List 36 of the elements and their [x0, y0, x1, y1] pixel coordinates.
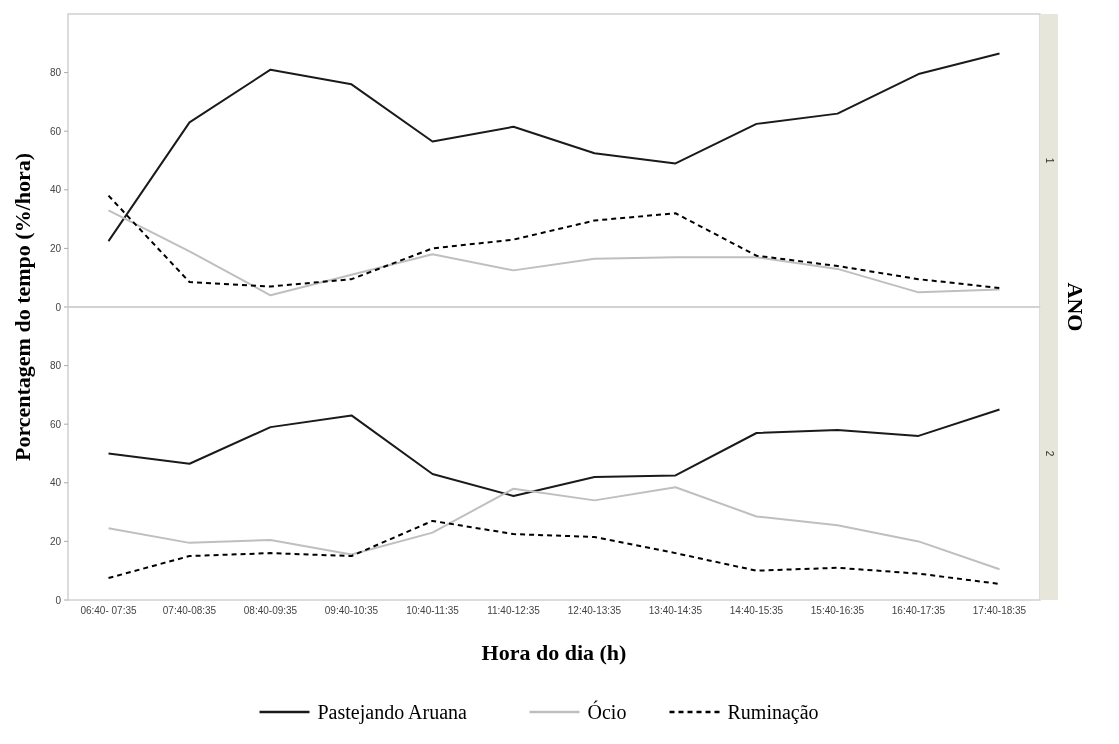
x-axis-title: Hora do dia (h)	[481, 640, 627, 665]
y-tick-label: 40	[49, 477, 62, 489]
y-tick-label: 80	[49, 360, 62, 372]
y-tick-label: 60	[49, 418, 62, 430]
legend-label: Pastejando Aruana	[317, 701, 468, 724]
y-tick-label: 60	[49, 125, 62, 137]
legend-label: Ócio	[587, 700, 627, 723]
y-tick-label: 20	[49, 535, 62, 547]
x-tick-label: 06:40- 07:35	[80, 605, 138, 616]
legend-label: Ruminação	[727, 701, 819, 724]
text: ANO	[1063, 282, 1089, 332]
x-tick-label: 11:40-12:35	[487, 605, 541, 616]
x-tick-label: 15:40-16:35	[810, 605, 865, 616]
y-tick-label: 0	[55, 301, 62, 313]
x-tick-label: 14:40-15:35	[729, 605, 784, 616]
y-axis-title: Porcentagem do tempo (%/hora)	[10, 152, 35, 462]
x-tick-label: 16:40-17:35	[891, 605, 946, 616]
x-tick-label: 07:40-08:35	[162, 605, 217, 616]
text: 2	[1043, 450, 1055, 457]
line-series	[107, 209, 1001, 297]
x-tick-label: 08:40-09:35	[243, 605, 298, 616]
x-tick-label: 13:40-14:35	[648, 605, 703, 616]
line-series	[107, 194, 1001, 289]
text: 1	[1043, 157, 1055, 164]
line-series	[107, 519, 1001, 585]
y-tick-label: 0	[55, 594, 62, 606]
y-tick-label: 20	[49, 242, 62, 254]
y-tick-label: 80	[49, 67, 62, 79]
x-tick-label: 12:40-13:35	[567, 605, 622, 616]
x-tick-label: 17:40-18:35	[972, 605, 1027, 616]
x-tick-label: 09:40-10:35	[324, 605, 379, 616]
x-tick-label: 10:40-11:35	[406, 605, 460, 616]
line-series	[107, 486, 1001, 571]
y-tick-label: 40	[49, 184, 62, 196]
line-series	[107, 52, 1001, 243]
line-series	[107, 408, 1001, 497]
